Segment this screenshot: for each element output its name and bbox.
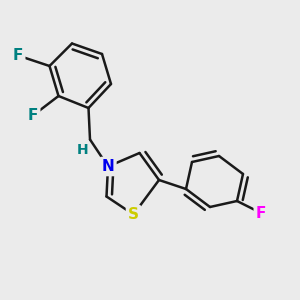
Text: F: F bbox=[13, 48, 23, 63]
Text: N: N bbox=[102, 159, 114, 174]
Text: F: F bbox=[28, 108, 38, 123]
Text: F: F bbox=[256, 206, 266, 220]
Text: S: S bbox=[128, 207, 139, 222]
Text: H: H bbox=[77, 143, 88, 157]
